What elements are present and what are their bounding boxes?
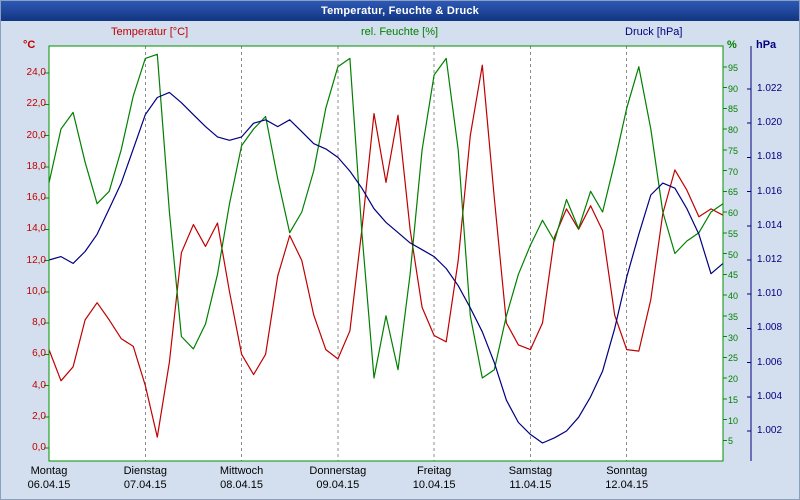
series-line-pressure bbox=[48, 91, 724, 444]
temp-axis-unit: °C bbox=[23, 39, 36, 51]
window-title: Temperatur, Feuchte & Druck bbox=[320, 5, 479, 17]
legend-humidity: rel. Feuchte [%] bbox=[361, 26, 439, 38]
series-line-temperature bbox=[48, 64, 724, 438]
pressure-axis-unit: hPa bbox=[756, 39, 777, 51]
window-title-bar: Temperatur, Feuchte & Druck bbox=[1, 1, 799, 21]
legend-temperature: Temperatur [°C] bbox=[111, 26, 189, 38]
plot-background bbox=[49, 46, 723, 461]
series-line-humidity bbox=[48, 53, 724, 379]
legend-pressure: Druck [hPa] bbox=[625, 26, 683, 38]
humidity-axis-unit: % bbox=[727, 39, 737, 51]
